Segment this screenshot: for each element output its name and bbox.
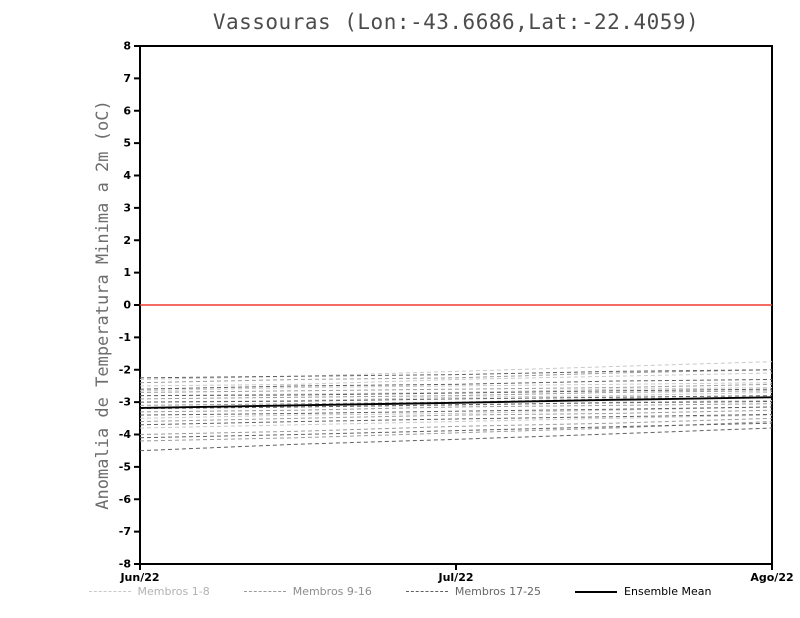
legend-item: Membros 1-8 [88,585,210,598]
ensemble-member-line [139,421,773,442]
y-tick-label: -2 [119,363,131,376]
y-tick-label: 5 [123,137,131,150]
legend-item: Membros 9-16 [243,585,372,598]
ensemble-member-line [139,372,773,387]
ensemble-member-line [139,369,773,379]
ensemble-member-line [139,390,773,400]
y-tick-label: -4 [119,428,132,441]
ensemble-member-line [139,403,773,413]
ensemble-member-line [139,382,773,392]
ensemble-member-line [139,422,773,439]
y-tick-label: -8 [119,558,131,571]
chart-title: Vassouras (Lon:-43.6686,Lat:-22.4059) [212,10,700,34]
legend-dashed-line-sample [405,591,448,592]
ensemble-member-line [139,406,773,419]
ensemble-member-line [139,391,773,403]
y-tick-label: 2 [123,234,131,247]
legend-label: Membros 17-25 [454,585,542,598]
legend-item: Membros 17-25 [405,585,542,598]
y-tick-label: 7 [123,72,131,85]
legend-label: Membros 1-8 [137,585,210,598]
ensemble-member-line [139,395,773,403]
y-tick-label: 1 [123,266,131,279]
legend-solid-line-sample [575,590,618,593]
y-tick-label: 3 [123,201,131,214]
y-tick-label: -7 [119,525,131,538]
y-tick-label: 8 [123,40,131,53]
legend-dashed-line-sample [88,591,131,592]
ensemble-member-line [139,409,773,423]
y-tick-label: -6 [119,493,132,506]
ensemble-member-line [139,387,773,397]
ensemble-member-line [139,414,773,429]
y-tick-label: 0 [123,299,131,312]
y-tick-label: 4 [123,169,131,182]
legend-label: Membros 9-16 [292,585,372,598]
legend-label: Ensemble Mean [624,585,712,598]
ensemble-member-line [139,361,773,380]
y-tick-label: -5 [119,460,131,473]
y-tick-label: 6 [123,104,131,117]
ensemble-member-line [139,369,773,384]
legend-dashed-line-sample [243,591,286,592]
x-tick-label: Ago/22 [750,571,793,584]
ensemble-member-line [139,413,773,426]
ensemble-member-line [139,378,773,390]
x-tick-label: Jul/22 [437,571,473,584]
ensemble-member-line [139,400,773,410]
y-tick-label: -1 [119,331,131,344]
legend-item: Ensemble Mean [575,585,711,598]
ensemble-member-line [139,383,773,393]
ensemble-member-line [139,388,773,397]
ensemble-mean-line [139,396,773,409]
ensemble-member-line [139,406,773,416]
y-tick-label: -3 [119,396,131,409]
ensemble-member-line [139,417,773,435]
x-tick-label: Jun/22 [119,571,159,584]
legend: Membros 1-8 Membros 9-16 Membros 17-25 Ense… [0,585,800,598]
ensemble-member-line [139,427,773,452]
